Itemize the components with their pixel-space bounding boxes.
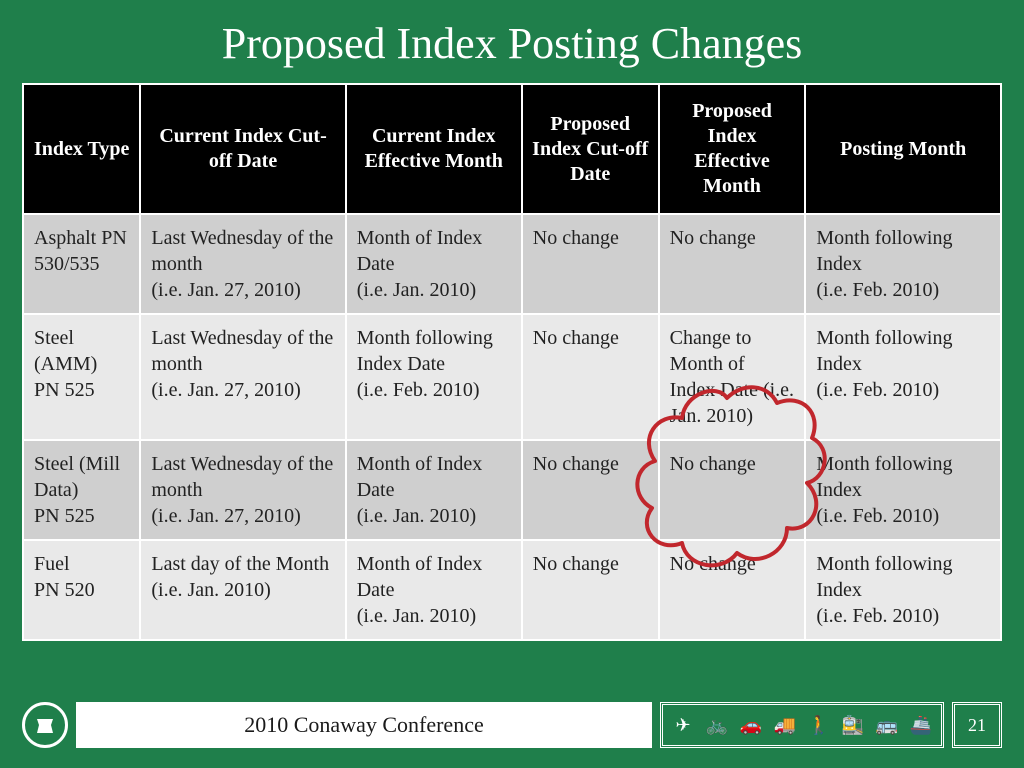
cell: No change [659, 540, 806, 640]
cell: Month following Index(i.e. Feb. 2010) [805, 314, 1001, 440]
footer-bar: 2010 Conaway Conference ✈ 🚲 🚗 🚚 🚶 🚉 🚌 🚢 … [22, 702, 1002, 748]
cell: Month following Index(i.e. Feb. 2010) [805, 440, 1001, 540]
page-title: Proposed Index Posting Changes [0, 0, 1024, 83]
truck-icon: 🚚 [771, 711, 799, 739]
table-row: Steel (AMM)PN 525 Last Wednesday of the … [23, 314, 1001, 440]
cell: Month of Index Date(i.e. Jan. 2010) [346, 214, 522, 314]
col-header: Posting Month [805, 84, 1001, 214]
bus-icon: 🚌 [873, 711, 901, 739]
cell: Asphalt PN 530/535 [23, 214, 140, 314]
conference-label: 2010 Conaway Conference [244, 712, 483, 738]
conference-label-box: 2010 Conaway Conference [76, 702, 652, 748]
cell: Month of Index Date(i.e. Jan. 2010) [346, 440, 522, 540]
cell: No change [659, 440, 806, 540]
cell: Month following Index(i.e. Feb. 2010) [805, 540, 1001, 640]
transport-icon-strip: ✈ 🚲 🚗 🚚 🚶 🚉 🚌 🚢 [660, 702, 944, 748]
table-body: Asphalt PN 530/535 Last Wednesday of the… [23, 214, 1001, 640]
transit-icon: 🚉 [839, 711, 867, 739]
table-row: FuelPN 520 Last day of the Month(i.e. Ja… [23, 540, 1001, 640]
cell: Month following Index Date(i.e. Feb. 201… [346, 314, 522, 440]
table-row: Asphalt PN 530/535 Last Wednesday of the… [23, 214, 1001, 314]
cell: Last Wednesday of the month(i.e. Jan. 27… [140, 440, 345, 540]
page-number: 21 [968, 715, 986, 736]
cell: Steel (Mill Data)PN 525 [23, 440, 140, 540]
bicycle-icon: 🚲 [703, 711, 731, 739]
ship-icon: 🚢 [907, 711, 935, 739]
col-header: Current Index Effective Month [346, 84, 522, 214]
cell: Last day of the Month(i.e. Jan. 2010) [140, 540, 345, 640]
table-container: Index Type Current Index Cut-off Date Cu… [22, 83, 1002, 641]
cell: Change to Month of Index Date (i.e. Jan.… [659, 314, 806, 440]
col-header: Current Index Cut-off Date [140, 84, 345, 214]
index-changes-table: Index Type Current Index Cut-off Date Cu… [22, 83, 1002, 641]
cell: Last Wednesday of the month(i.e. Jan. 27… [140, 314, 345, 440]
cell: FuelPN 520 [23, 540, 140, 640]
col-header: Proposed Index Effective Month [659, 84, 806, 214]
cell: Month of Index Date(i.e. Jan. 2010) [346, 540, 522, 640]
cell: No change [522, 440, 659, 540]
cell: Last Wednesday of the month(i.e. Jan. 27… [140, 214, 345, 314]
cell: No change [659, 214, 806, 314]
logo-circle [22, 702, 68, 748]
cell: Steel (AMM)PN 525 [23, 314, 140, 440]
plane-icon: ✈ [669, 711, 697, 739]
car-icon: 🚗 [737, 711, 765, 739]
cell: Month following Index(i.e. Feb. 2010) [805, 214, 1001, 314]
col-header: Index Type [23, 84, 140, 214]
table-header-row: Index Type Current Index Cut-off Date Cu… [23, 84, 1001, 214]
col-header: Proposed Index Cut-off Date [522, 84, 659, 214]
cell: No change [522, 540, 659, 640]
cell: No change [522, 214, 659, 314]
table-row: Steel (Mill Data)PN 525 Last Wednesday o… [23, 440, 1001, 540]
pedestrian-icon: 🚶 [805, 711, 833, 739]
page-number-box: 21 [952, 702, 1002, 748]
keystone-icon [31, 711, 59, 739]
cell: No change [522, 314, 659, 440]
